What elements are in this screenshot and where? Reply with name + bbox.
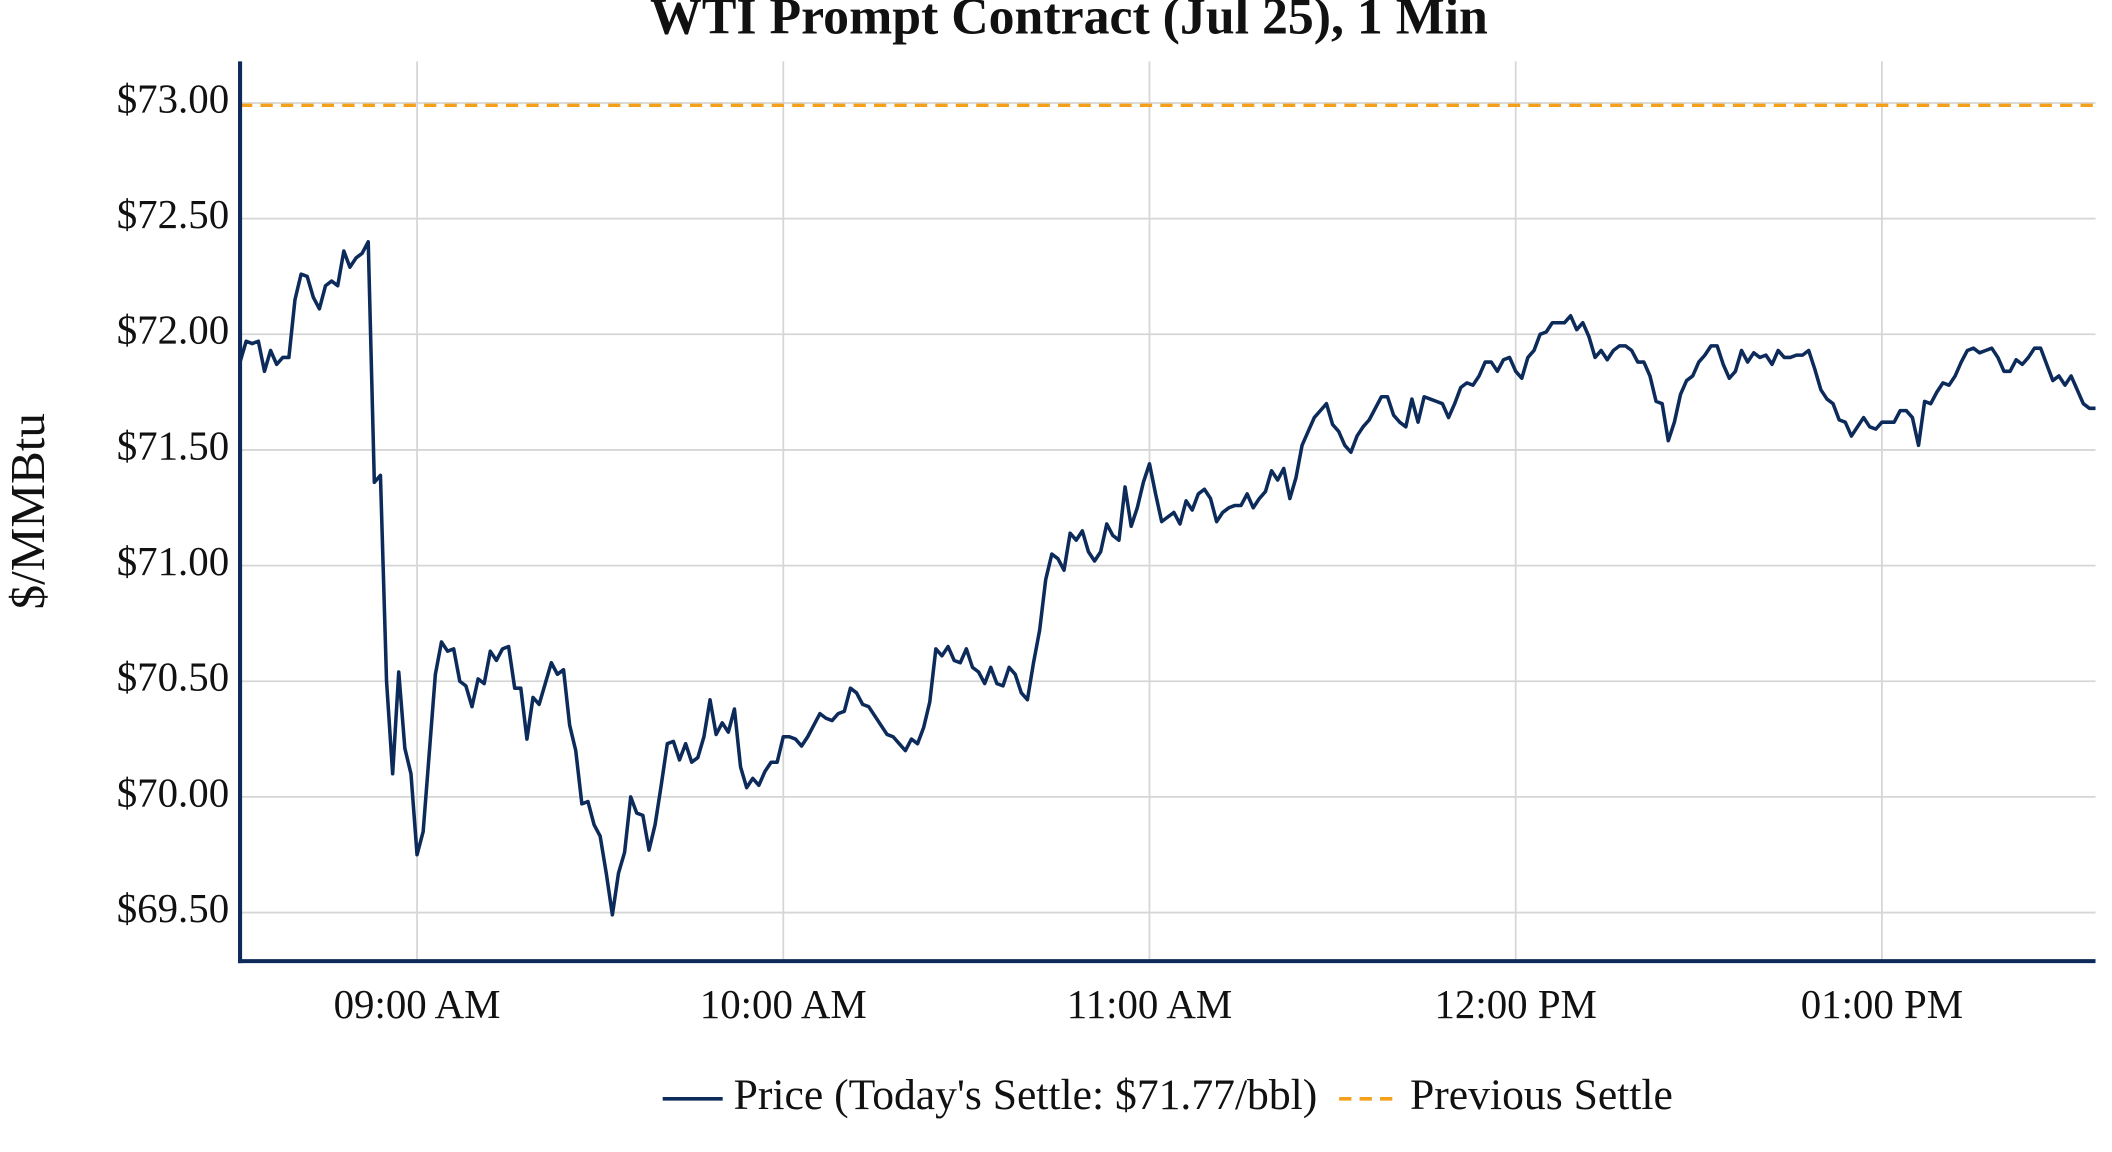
y-axis-label: $/MMBtu xyxy=(0,413,55,609)
y-tick-label: $70.50 xyxy=(117,655,229,700)
legend: Price (Today's Settle: $71.77/bbl) Previo… xyxy=(662,1071,1673,1119)
x-tick-label: 01:00 PM xyxy=(1801,982,1963,1027)
y-tick-label: $70.00 xyxy=(117,770,229,815)
chart-title: WTI Prompt Contract (Jul 25), 1 Min xyxy=(650,0,1488,46)
x-tick-label: 09:00 AM xyxy=(334,982,501,1027)
x-tick-label: 12:00 PM xyxy=(1434,982,1596,1027)
x-tick-label: 10:00 AM xyxy=(700,982,867,1027)
y-tick-label: $69.50 xyxy=(117,886,229,931)
legend-label: Previous Settle xyxy=(1410,1071,1673,1119)
y-tick-label: $71.50 xyxy=(117,423,229,468)
plot-area xyxy=(238,103,2096,917)
y-tick-label: $72.50 xyxy=(117,192,229,237)
x-tick-label: 11:00 AM xyxy=(1067,982,1232,1027)
axes: $69.50 $70.00 $70.50 $71.00 $71.50 $72.00 $72.… xyxy=(117,61,2096,1027)
grid xyxy=(240,61,2096,962)
price-line xyxy=(238,239,2096,917)
y-tick-label: $72.00 xyxy=(117,308,229,353)
y-tick-label: $73.00 xyxy=(117,76,229,121)
legend-label: Price (Today's Settle: $71.77/bbl) xyxy=(734,1071,1318,1119)
y-tick-label: $71.00 xyxy=(117,539,229,584)
